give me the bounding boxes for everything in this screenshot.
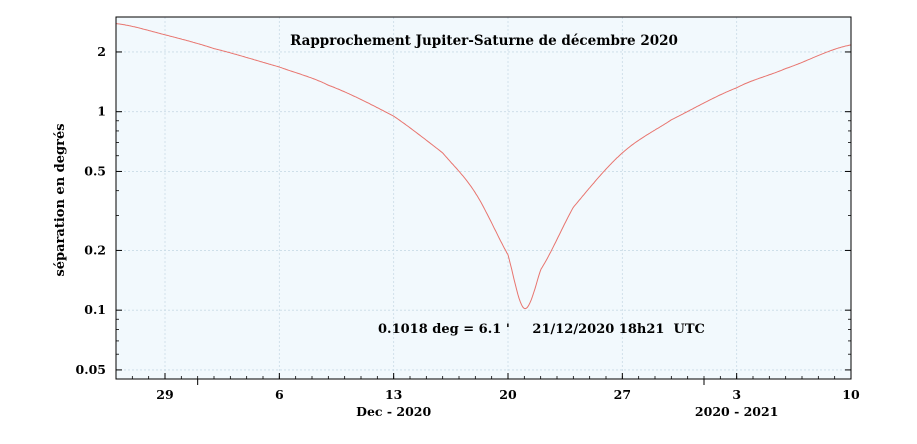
y-tick-labels: 2 1 0.5 0.2 0.1 0.05	[76, 44, 106, 377]
x-group-labels: Dec - 2020 2020 - 2021	[356, 404, 778, 419]
y-tick-label: 0.1	[84, 302, 106, 317]
plot-area	[116, 17, 851, 379]
y-tick-label: 0.5	[84, 163, 106, 178]
y-tick-label: 0.2	[84, 242, 106, 257]
x-tick-label: 29	[156, 387, 173, 402]
x-tick-label: 27	[614, 387, 631, 402]
x-tick-label: 13	[385, 387, 402, 402]
x-tick-label: 20	[499, 387, 517, 402]
x-tick-labels: 29 6 13 20 27 3 10	[156, 387, 860, 402]
y-tick-label: 0.05	[76, 362, 106, 377]
x-tick-label: 6	[275, 387, 284, 402]
x-tick-label: 10	[842, 387, 860, 402]
separation-line	[115, 23, 852, 310]
x-group-label: Dec - 2020	[356, 404, 431, 419]
x-tick-label: 3	[732, 387, 741, 402]
y-tick-label: 2	[97, 44, 106, 59]
y-tick-label: 1	[97, 104, 106, 119]
x-group-label: 2020 - 2021	[695, 404, 778, 419]
chart-title: Rapprochement Jupiter-Saturne de décembr…	[290, 33, 678, 49]
minimum-annotation: 0.1018 deg = 6.1 ' 21/12/2020 18h21 UTC	[378, 322, 705, 337]
y-axis-label: séparation en degrés	[53, 123, 68, 276]
plot-frame	[115, 16, 852, 380]
